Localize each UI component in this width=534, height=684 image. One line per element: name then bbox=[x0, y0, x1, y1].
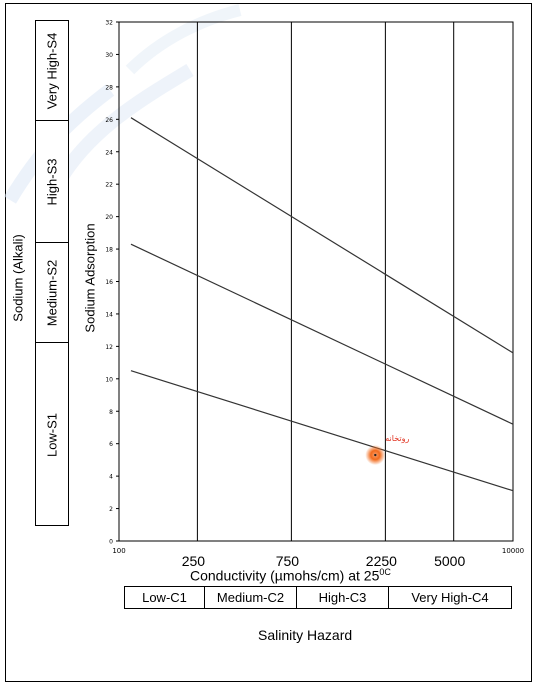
sodium-hazard-box: Very High-S4 High-S3 Medium-S2 Low-S1 bbox=[35, 20, 69, 526]
y-tick-label: 24 bbox=[105, 149, 113, 156]
y-tick-label: 28 bbox=[105, 84, 113, 91]
x-tick-label: 2250 bbox=[366, 553, 397, 569]
x-tick-label: 250 bbox=[182, 553, 206, 569]
y-tick-label: 32 bbox=[105, 20, 113, 27]
y-tick-label: 14 bbox=[105, 311, 113, 318]
salinity-class-high: High-C3 bbox=[297, 587, 389, 608]
hazard-line bbox=[130, 370, 514, 492]
salinity-hazard-box: Low-C1 Medium-C2 High-C3 Very High-C4 bbox=[124, 586, 512, 609]
data-point-label: روتخانه bbox=[385, 434, 409, 443]
data-point-center bbox=[374, 453, 377, 457]
y-tick-label: 10 bbox=[105, 376, 113, 383]
sodium-class-high: High-S3 bbox=[36, 121, 68, 243]
y-tick-label: 4 bbox=[109, 474, 113, 481]
salinity-class-medium: Medium-C2 bbox=[205, 587, 297, 608]
y-tick-label: 20 bbox=[105, 214, 113, 221]
y-tick-label: 18 bbox=[105, 247, 113, 254]
x-tick-label: 100 bbox=[112, 547, 125, 555]
salinity-class-very-high: Very High-C4 bbox=[411, 590, 489, 605]
y-tick-label: 12 bbox=[105, 344, 113, 351]
y-tick-label: 6 bbox=[109, 441, 113, 448]
y-tick-label: 26 bbox=[105, 117, 113, 124]
x-tick-label: 10000 bbox=[502, 547, 524, 555]
salinity-hazard-caption: Salinity Hazard bbox=[258, 627, 353, 643]
x-tick-label: 5000 bbox=[434, 553, 465, 569]
y-tick-label: 30 bbox=[105, 52, 113, 59]
hazard-line bbox=[130, 243, 514, 425]
y-tick-label: 8 bbox=[109, 409, 113, 416]
y-tick-label: 0 bbox=[109, 539, 113, 546]
x-axis-title: Conductivity (µmohs/cm) at 250C bbox=[190, 567, 391, 584]
y-tick-label: 16 bbox=[105, 279, 113, 286]
hazard-line bbox=[130, 117, 514, 354]
y-tick-label: 22 bbox=[105, 182, 113, 189]
sodium-class-very-high: Very High-S4 bbox=[36, 21, 68, 121]
sodium-class-medium: Medium-S2 bbox=[36, 243, 68, 343]
y-tick-label: 2 bbox=[109, 506, 113, 513]
x-tick-label: 750 bbox=[276, 553, 300, 569]
salinity-class-low: Low-C1 bbox=[125, 587, 205, 608]
chart-frame bbox=[5, 3, 532, 682]
